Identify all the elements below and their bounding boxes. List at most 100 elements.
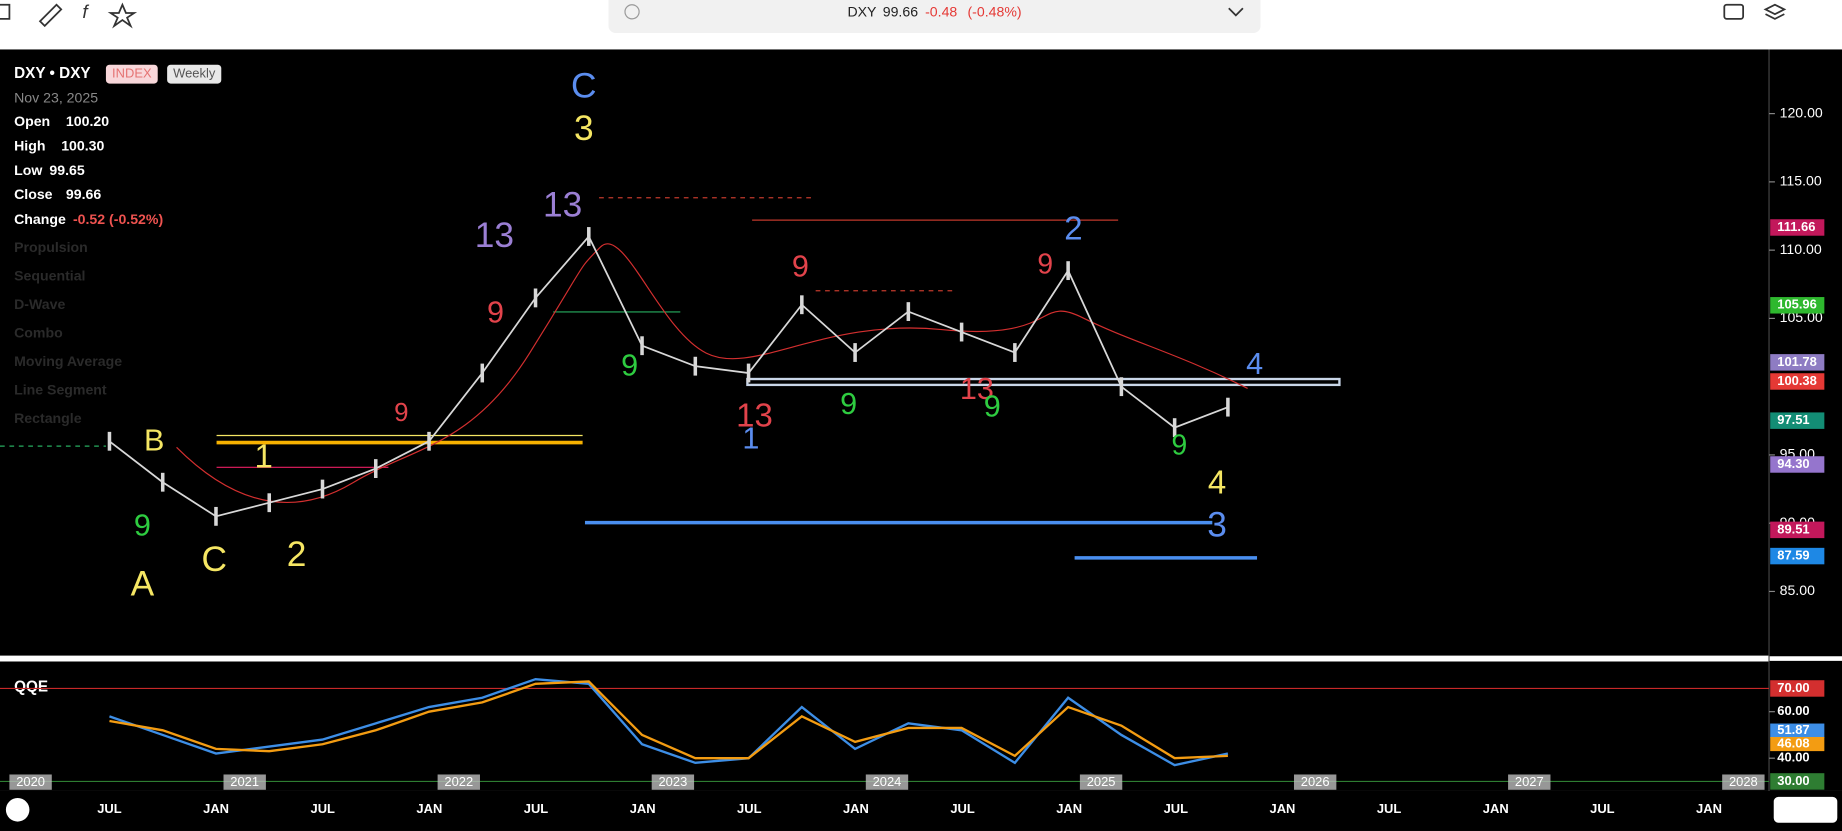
pencil-icon[interactable] xyxy=(38,3,63,28)
wave-label: 13 xyxy=(543,185,582,224)
star-icon[interactable] xyxy=(107,2,138,29)
candle xyxy=(533,288,538,308)
year-label: 2021 xyxy=(230,774,259,789)
x-tick-label: JAN xyxy=(416,801,442,816)
legend-indicator[interactable]: Sequential xyxy=(14,268,85,284)
moving-average xyxy=(176,243,1248,503)
dropdown-icon[interactable] xyxy=(1228,7,1244,17)
interval-badge xyxy=(167,64,222,84)
price-tag xyxy=(1770,456,1825,473)
candle xyxy=(267,493,272,513)
candle xyxy=(746,363,751,383)
legend-indicator[interactable]: Propulsion xyxy=(14,239,88,255)
camera-icon[interactable] xyxy=(1723,3,1745,20)
year-label: 2027 xyxy=(1515,774,1544,789)
book-icon[interactable] xyxy=(0,3,11,20)
year-label: 2024 xyxy=(873,774,902,789)
y-tick-label: 120.00 xyxy=(1780,104,1823,120)
year-badge xyxy=(651,774,695,790)
search-change: -0.48 xyxy=(925,4,957,20)
candle xyxy=(1013,343,1017,362)
fx-icon[interactable]: f xyxy=(82,1,89,22)
candle xyxy=(693,356,698,376)
wave-label: C xyxy=(201,540,227,579)
candle xyxy=(427,431,431,451)
legend-change: -0.52 (-0.52%) xyxy=(73,211,163,227)
qqe-title: QQE xyxy=(14,678,48,695)
wave-label: 9 xyxy=(394,399,408,427)
wave-label: 13 xyxy=(960,372,994,406)
price-tag-label: 89.51 xyxy=(1777,521,1809,536)
layers-icon[interactable] xyxy=(1763,3,1787,20)
wave-label: 3 xyxy=(1207,506,1227,545)
wave-label: 9 xyxy=(621,348,638,382)
candle xyxy=(587,227,591,246)
x-tick-label: JUL xyxy=(1164,801,1189,816)
qqe-panel xyxy=(0,661,1770,791)
candle xyxy=(320,479,325,499)
year-label: 2026 xyxy=(1301,774,1330,789)
year-badge xyxy=(865,774,909,790)
price-tag xyxy=(1770,736,1825,752)
legend-ohlc-value: 100.30 xyxy=(61,138,104,154)
legend-indicator[interactable]: Moving Average xyxy=(14,353,122,369)
legend-ohlc-value: 99.66 xyxy=(66,186,101,202)
legend-ohlc-label: Close xyxy=(14,186,53,202)
wave-label: B xyxy=(144,424,164,458)
legend-ohlc-label: Low xyxy=(14,162,42,178)
legend-indicator[interactable]: Rectangle xyxy=(14,410,82,426)
legend-title: DXY • DXY xyxy=(14,65,90,82)
year-badge xyxy=(9,774,52,790)
series-line xyxy=(109,680,1228,760)
year-label: 2020 xyxy=(16,774,45,789)
wave-label: 3 xyxy=(574,109,594,148)
price-tag-label: 101.78 xyxy=(1777,354,1817,369)
series-line xyxy=(108,234,1229,518)
year-badge xyxy=(223,774,266,790)
search-symbol: DXY xyxy=(847,4,877,20)
legend-interval: Weekly xyxy=(173,66,216,81)
more-button[interactable] xyxy=(1773,796,1838,823)
legend-ohlc-value: 100.20 xyxy=(66,113,109,129)
x-tick-label: JUL xyxy=(524,801,549,816)
search-box[interactable] xyxy=(608,0,1261,33)
wave-label: A xyxy=(131,564,155,603)
wave-label: 2 xyxy=(287,535,307,574)
year-label: 2025 xyxy=(1087,774,1116,789)
price-tag xyxy=(1770,412,1825,429)
legend-indicator[interactable]: Combo xyxy=(14,325,63,341)
candle xyxy=(959,322,964,342)
candle xyxy=(480,363,485,383)
price-panel xyxy=(0,49,1770,656)
x-tick-label: JUL xyxy=(1590,801,1615,816)
year-badge xyxy=(1722,774,1765,790)
time-axis xyxy=(0,790,1842,831)
wave-label: 13 xyxy=(736,397,773,434)
price-tag-label: 94.30 xyxy=(1777,456,1809,471)
y-tick-label: 60.00 xyxy=(1777,703,1809,718)
x-tick-label: JAN xyxy=(843,801,869,816)
y-tick-label: 85.00 xyxy=(1780,582,1815,598)
wave-label: 9 xyxy=(984,390,1001,424)
x-tick-label: JUL xyxy=(1377,801,1402,816)
y-tick-label: 70.00 xyxy=(1777,680,1809,695)
wave-label: 13 xyxy=(475,216,514,255)
legend-indicator[interactable]: D-Wave xyxy=(14,296,65,312)
price-tag-label: 87.59 xyxy=(1777,548,1809,563)
move-handle[interactable] xyxy=(5,798,30,822)
candle xyxy=(107,431,112,451)
legend-ohlc-label: High xyxy=(14,138,45,154)
x-tick-label: JUL xyxy=(97,801,122,816)
legend-indicator[interactable]: Line Segment xyxy=(14,382,107,398)
price-tag-label: 97.51 xyxy=(1777,412,1809,427)
price-tag xyxy=(1770,723,1825,738)
candle xyxy=(640,336,644,356)
legend-exchange: INDEX xyxy=(112,66,152,81)
candle xyxy=(1119,377,1124,397)
x-tick-label: JAN xyxy=(630,801,656,816)
x-tick-label: JAN xyxy=(1056,801,1082,816)
wave-label: 1 xyxy=(742,421,759,455)
legend-ohlc-label: Open xyxy=(14,113,50,129)
x-tick-label: JAN xyxy=(1696,801,1722,816)
